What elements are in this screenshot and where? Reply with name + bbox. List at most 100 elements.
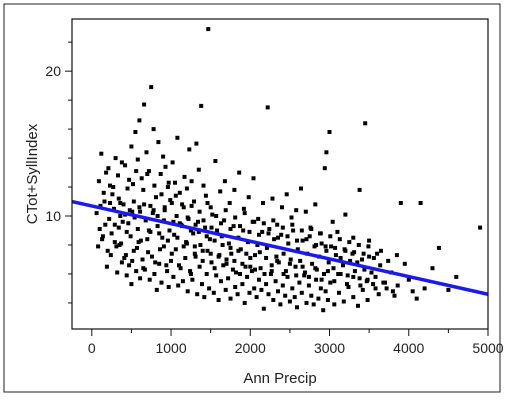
data-point-236 (164, 263, 169, 268)
data-point-70 (324, 150, 329, 155)
data-point-39 (194, 141, 199, 146)
y-axis-label: CTot+SyllIndex (24, 123, 41, 224)
data-point-56 (261, 201, 265, 205)
data-point-383 (379, 248, 383, 253)
data-point-196 (360, 257, 364, 262)
data-point-145 (238, 247, 243, 252)
data-point-106 (146, 250, 151, 255)
data-point-81 (418, 201, 423, 205)
data-point-352 (228, 227, 233, 231)
x-tick-label-1000: 1000 (155, 340, 186, 356)
x-tick-label-3000: 3000 (314, 340, 345, 356)
data-point-103 (138, 238, 143, 243)
data-point-435 (325, 269, 330, 274)
data-point-74 (343, 212, 348, 217)
data-point-238 (169, 258, 173, 263)
data-point-100 (132, 215, 137, 220)
data-point-310 (351, 295, 356, 300)
data-point-301 (318, 286, 323, 291)
data-point-73 (335, 229, 340, 234)
data-point-35 (184, 186, 189, 191)
data-point-179 (319, 241, 324, 246)
data-point-399 (151, 208, 156, 213)
data-point-116 (169, 251, 174, 256)
data-point-64 (299, 186, 303, 191)
data-point-388 (454, 274, 459, 279)
data-point-338 (169, 201, 174, 205)
data-point-67 (313, 202, 318, 207)
data-point-289 (290, 286, 295, 291)
data-point-250 (197, 264, 202, 269)
data-point-109 (153, 260, 158, 265)
data-point-8 (123, 163, 128, 168)
data-point-411 (204, 234, 209, 239)
data-point-249 (195, 292, 200, 297)
data-point-80 (398, 201, 403, 205)
data-point-188 (341, 263, 345, 268)
data-point-219 (124, 273, 129, 278)
data-point-235 (161, 244, 166, 249)
data-point-297 (309, 293, 314, 298)
data-point-391 (108, 201, 112, 205)
data-point-402 (165, 238, 170, 243)
data-point-51 (237, 170, 242, 175)
data-point-112 (160, 235, 165, 240)
data-point-84 (94, 211, 99, 216)
data-point-370 (314, 243, 319, 247)
data-point-0 (99, 151, 104, 156)
data-point-149 (248, 256, 253, 260)
data-point-292 (297, 280, 302, 285)
data-point-372 (323, 244, 328, 249)
data-point-356 (247, 229, 252, 234)
data-point-55 (256, 216, 261, 221)
data-point-420 (240, 261, 245, 266)
data-point-168 (293, 264, 298, 269)
data-point-92 (114, 244, 119, 249)
data-point-37 (189, 179, 194, 184)
x-tick-label-0: 0 (88, 340, 96, 356)
data-point-131 (205, 248, 210, 253)
data-point-186 (336, 272, 341, 276)
data-point-206 (406, 277, 411, 282)
data-point-329 (138, 209, 143, 214)
data-point-79 (375, 251, 380, 256)
data-point-91 (112, 206, 116, 211)
data-point-155 (262, 272, 267, 276)
data-point-318 (410, 289, 415, 294)
data-point-50 (232, 187, 237, 192)
data-point-305 (328, 280, 333, 285)
data-point-157 (267, 227, 272, 231)
data-point-432 (306, 274, 311, 279)
data-point-151 (253, 267, 257, 272)
data-point-129 (200, 258, 205, 263)
data-point-282 (273, 279, 278, 284)
data-point-398 (146, 228, 151, 233)
data-point-308 (341, 299, 346, 304)
data-point-159 (272, 237, 277, 242)
data-point-128 (198, 243, 203, 247)
data-point-95 (121, 202, 126, 207)
data-point-403 (171, 219, 176, 224)
data-point-25 (161, 154, 166, 159)
x-tick-label-4000: 4000 (393, 340, 424, 356)
data-point-306 (332, 302, 337, 307)
data-point-412 (208, 251, 213, 256)
data-point-330 (141, 187, 146, 192)
data-point-132 (207, 237, 212, 242)
data-point-242 (178, 266, 183, 271)
data-point-382 (371, 256, 376, 260)
data-point-261 (223, 287, 228, 292)
data-point-294 (302, 273, 307, 278)
data-point-357 (252, 219, 257, 224)
data-point-108 (150, 211, 155, 216)
data-point-333 (152, 183, 157, 188)
data-point-348 (209, 225, 214, 230)
data-point-390 (103, 222, 108, 227)
data-point-320 (101, 190, 106, 195)
data-point-268 (240, 282, 245, 287)
data-point-153 (257, 250, 262, 255)
data-point-421 (244, 251, 249, 256)
data-point-326 (127, 177, 132, 182)
data-point-30 (173, 180, 177, 185)
data-point-105 (143, 218, 148, 223)
